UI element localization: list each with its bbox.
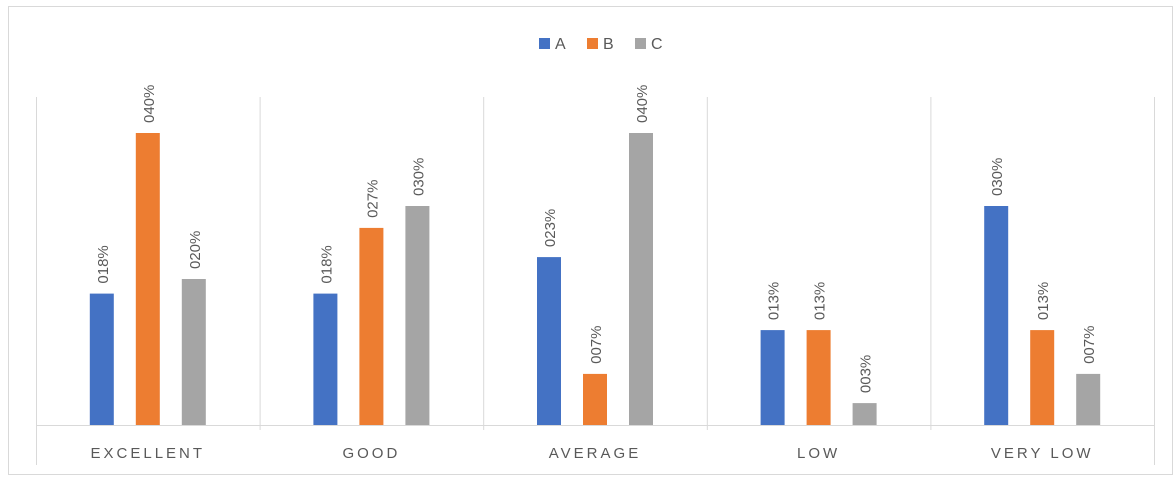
data-labels: 018% 040% 020% 018% 027% 030% 023% 007% 040% 013%… — [95, 85, 1098, 393]
legend-swatch — [539, 38, 550, 49]
bar-c-average — [629, 133, 653, 425]
bar-b-average — [583, 373, 607, 425]
legend-label: B — [603, 36, 614, 53]
bar-a-good — [313, 293, 338, 425]
legend-swatch — [635, 38, 646, 49]
bar-a-very-low — [984, 206, 1009, 425]
data-label: 027% — [364, 180, 381, 218]
bar-b-good — [359, 227, 384, 425]
data-label: 018% — [95, 245, 112, 283]
data-label: 023% — [542, 209, 559, 247]
legend-swatch — [587, 38, 598, 49]
data-label: 003% — [858, 355, 875, 393]
data-label: 040% — [634, 85, 651, 123]
data-label: 030% — [989, 158, 1006, 196]
data-label: 013% — [1035, 282, 1052, 320]
category-label: AVERAGE — [549, 445, 641, 462]
legend: A B C — [539, 36, 663, 53]
bar-b-very-low — [1030, 330, 1055, 425]
category-label: LOW — [797, 445, 840, 462]
data-label: 030% — [410, 158, 427, 196]
bar-a-excellent — [89, 293, 114, 425]
data-label: 007% — [1081, 326, 1098, 364]
category-label: GOOD — [342, 445, 400, 462]
bar-b-low — [806, 330, 831, 425]
bar-c-excellent — [181, 279, 206, 425]
data-label: 020% — [187, 231, 204, 269]
bar-a-average — [537, 257, 561, 425]
bar-b-excellent — [135, 133, 160, 425]
data-label: 013% — [766, 282, 783, 320]
bar-c-low — [852, 403, 877, 425]
data-label: 040% — [141, 85, 158, 123]
legend-label: A — [555, 36, 566, 53]
category-axis-labels: EXCELLENT GOOD AVERAGE LOW VERY LOW — [91, 445, 1094, 462]
data-label: 018% — [318, 245, 335, 283]
data-label: 013% — [812, 282, 829, 320]
bars — [89, 133, 1101, 425]
bar-c-good — [405, 206, 430, 425]
data-label: 007% — [588, 326, 605, 364]
legend-label: C — [651, 36, 663, 53]
bar-a-low — [760, 330, 785, 425]
category-label: VERY LOW — [991, 445, 1094, 462]
category-label: EXCELLENT — [91, 445, 206, 462]
bar-c-very-low — [1076, 373, 1101, 425]
